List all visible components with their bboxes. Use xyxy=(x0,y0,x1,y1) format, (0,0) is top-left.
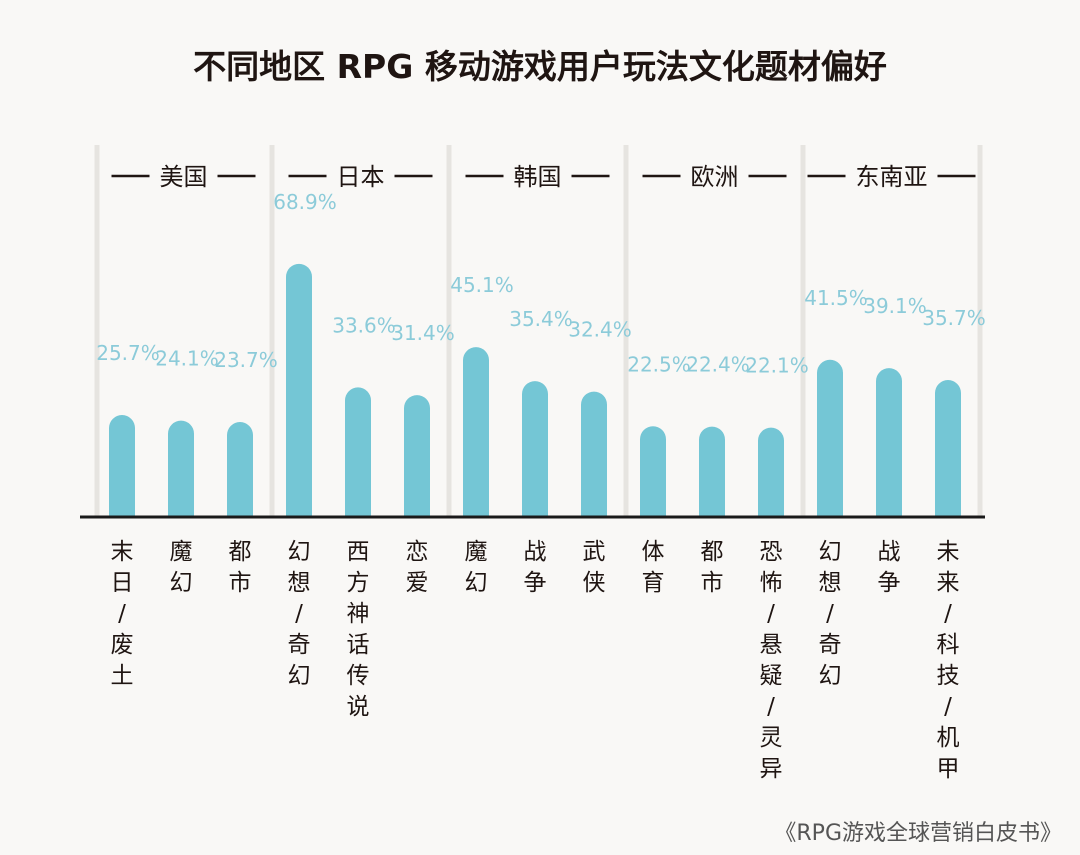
bar xyxy=(404,395,430,517)
category-label: 土 xyxy=(111,663,134,689)
data-label: 22.1% xyxy=(745,354,809,378)
category-label: 西 xyxy=(347,539,370,565)
category-label: 争 xyxy=(524,570,547,596)
group-label: 日本 xyxy=(337,163,385,191)
category-label: 武 xyxy=(583,539,606,565)
category-label: 育 xyxy=(642,570,665,596)
bar xyxy=(168,420,194,517)
category-label: 废 xyxy=(111,632,134,658)
data-label: 22.4% xyxy=(686,353,750,377)
category-label: 都 xyxy=(701,539,724,565)
category-label: 未 xyxy=(937,539,960,565)
category-label: 说 xyxy=(347,694,370,720)
category-label: 争 xyxy=(878,570,901,596)
category-label: 奇 xyxy=(288,632,311,658)
category-label: 恐 xyxy=(760,539,783,565)
data-label: 33.6% xyxy=(332,313,396,337)
bar xyxy=(286,263,312,517)
category-label: 幻 xyxy=(819,539,842,565)
data-label: 45.1% xyxy=(450,273,514,297)
data-label: 24.1% xyxy=(155,347,219,371)
category-label: 恋 xyxy=(406,539,429,565)
category-label: 怖 xyxy=(760,570,783,596)
category-label: 幻 xyxy=(288,539,311,565)
category-label: / xyxy=(944,601,952,627)
category-label: 悬 xyxy=(760,632,783,658)
category-label: 幻 xyxy=(465,570,488,596)
group-label: 美国 xyxy=(160,163,208,191)
category-label: 市 xyxy=(229,570,252,596)
category-label: 魔 xyxy=(170,539,193,565)
category-label: 战 xyxy=(524,539,547,565)
category-label: 想 xyxy=(819,570,842,596)
data-label: 68.9% xyxy=(273,190,337,214)
data-label: 31.4% xyxy=(391,321,455,345)
category-label: 爱 xyxy=(406,570,429,596)
bar xyxy=(345,387,371,517)
bar xyxy=(758,427,784,517)
category-label: 来 xyxy=(937,570,960,596)
bar xyxy=(876,368,902,517)
category-label: / xyxy=(295,601,303,627)
category-label: / xyxy=(767,694,775,720)
category-label: / xyxy=(118,601,126,627)
category-label: 幻 xyxy=(288,663,311,689)
chart-title: 不同地区 RPG 移动游戏用户玩法文化题材偏好 xyxy=(193,47,887,86)
bar xyxy=(463,347,489,517)
category-label: 幻 xyxy=(819,663,842,689)
bar xyxy=(935,380,961,517)
category-label: 科 xyxy=(937,632,960,658)
category-label: 传 xyxy=(347,663,370,689)
group-label: 韩国 xyxy=(514,163,562,191)
data-label: 35.4% xyxy=(509,307,573,331)
data-label: 39.1% xyxy=(863,294,927,318)
source-note: 《RPG游戏全球营销白皮书》 xyxy=(774,821,1062,846)
category-label: 幻 xyxy=(170,570,193,596)
bar xyxy=(817,359,843,517)
category-label: 神 xyxy=(347,601,370,627)
category-label: 侠 xyxy=(583,570,606,596)
data-label: 32.4% xyxy=(568,318,632,342)
group-label: 东南亚 xyxy=(856,163,928,191)
data-label: 23.7% xyxy=(214,348,278,372)
data-label: 35.7% xyxy=(922,306,986,330)
category-label: / xyxy=(944,694,952,720)
category-label: 甲 xyxy=(937,756,960,782)
category-label: / xyxy=(767,601,775,627)
bar xyxy=(522,381,548,517)
category-label: 技 xyxy=(937,663,960,689)
group-label: 欧洲 xyxy=(691,163,739,191)
data-label: 22.5% xyxy=(627,352,691,376)
bar xyxy=(699,426,725,517)
bar xyxy=(640,426,666,517)
category-label: 末 xyxy=(111,539,134,565)
category-label: 奇 xyxy=(819,632,842,658)
bar xyxy=(109,415,135,517)
category-label: 体 xyxy=(642,539,665,565)
category-label: 战 xyxy=(878,539,901,565)
data-label: 25.7% xyxy=(96,341,160,365)
category-label: / xyxy=(826,601,834,627)
category-label: 想 xyxy=(288,570,311,596)
category-label: 魔 xyxy=(465,539,488,565)
category-label: 机 xyxy=(937,725,960,751)
data-label: 41.5% xyxy=(804,286,868,310)
category-label: 异 xyxy=(760,756,783,782)
category-label: 市 xyxy=(701,570,724,596)
category-label: 疑 xyxy=(760,663,783,689)
category-label: 方 xyxy=(347,570,370,596)
bar xyxy=(581,391,608,517)
category-label: 灵 xyxy=(760,725,783,751)
bar xyxy=(227,422,253,517)
category-label: 日 xyxy=(111,570,134,596)
category-label: 话 xyxy=(347,632,370,658)
category-label: 都 xyxy=(229,539,252,565)
